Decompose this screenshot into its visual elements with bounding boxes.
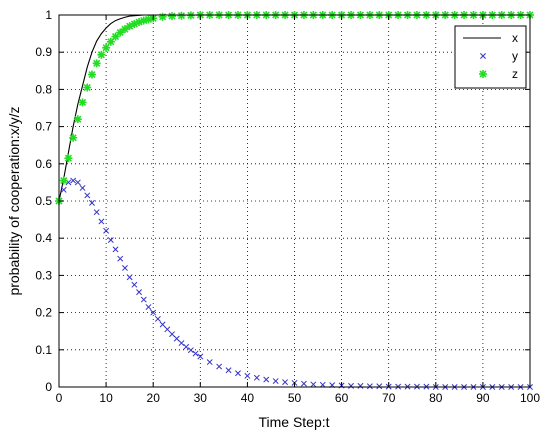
- series-y-point: [310, 381, 317, 388]
- legend-item-z: z: [479, 67, 518, 81]
- x-axis-label: Time Step:t: [258, 414, 329, 430]
- series-y-point: [187, 347, 194, 354]
- legend-label: y: [512, 49, 518, 63]
- series-z-point: [116, 28, 125, 37]
- series-y-point: [117, 255, 124, 262]
- x-tick-label: 20: [147, 391, 161, 405]
- series-y-point: [121, 265, 128, 271]
- series-y-point: [93, 209, 100, 216]
- x-tick-label: 70: [382, 391, 396, 405]
- y-tick-label: 1: [45, 8, 52, 22]
- legend-label: z: [512, 67, 518, 81]
- series-z-point: [59, 176, 68, 185]
- series-y-point: [74, 179, 81, 186]
- series-y-point: [282, 379, 289, 386]
- y-tick-label: 0: [45, 380, 52, 394]
- series-y-point: [79, 185, 86, 191]
- series-y-point: [70, 177, 77, 184]
- x-tick-label: 60: [335, 391, 349, 405]
- series-y-point: [357, 382, 364, 389]
- x-tick-label: 50: [288, 391, 302, 405]
- series-y-point: [197, 353, 204, 360]
- series-z-point: [168, 12, 177, 21]
- series-y-point: [140, 296, 147, 303]
- series-y-point: [107, 237, 114, 244]
- series-y-point: [112, 246, 119, 253]
- series-y-point: [366, 383, 373, 390]
- y-tick-label: 0.3: [35, 268, 52, 282]
- series-z-point: [87, 70, 96, 79]
- series-y-point: [225, 367, 232, 374]
- x-tick-label: 10: [99, 391, 113, 405]
- series-y-point: [376, 383, 383, 390]
- series-y-point: [98, 218, 105, 225]
- y-tick-label: 0.1: [35, 343, 52, 357]
- x-tick-label: 100: [520, 391, 540, 405]
- x-tick-label: 90: [476, 391, 490, 405]
- legend-label: x: [512, 31, 518, 45]
- legend-box: [454, 25, 527, 89]
- series-y-point: [60, 186, 67, 193]
- series-y-point: [235, 370, 241, 377]
- series-z-point: [78, 98, 87, 107]
- series-z-point: [177, 11, 186, 20]
- series-layer: [55, 11, 534, 390]
- series-y-point: [126, 274, 133, 281]
- y-tick-label: 0.7: [35, 120, 52, 134]
- series-y-point: [89, 199, 95, 206]
- y-axis-label: probability of cooperation:x/y/z: [6, 106, 22, 295]
- series-z-point: [111, 32, 120, 41]
- series-y-point: [300, 380, 307, 387]
- series-y-point: [136, 289, 143, 296]
- x-tick-label: 40: [241, 391, 255, 405]
- series-y-point: [150, 309, 157, 316]
- series-z-point: [92, 59, 101, 68]
- series-z-point: [64, 154, 73, 163]
- legend-swatch: [480, 53, 486, 59]
- x-tick-label: 80: [429, 391, 443, 405]
- series-y-point: [244, 372, 251, 379]
- series-y-point: [169, 331, 175, 338]
- y-tick-label: 0.4: [35, 231, 52, 245]
- ticks: 0 10 20 30 40 50 60 70 80 90 100 0 0.1 0.2 0.3 0.4 0.5 0.…: [35, 8, 540, 405]
- series-y-point: [272, 378, 279, 385]
- series-z-point: [69, 133, 78, 142]
- series-z-point: [97, 50, 106, 59]
- series-z-point: [158, 12, 167, 21]
- series-y-point: [131, 281, 138, 288]
- series-z-point: [102, 43, 111, 52]
- series-y-point: [84, 192, 91, 199]
- series-y-point: [164, 326, 171, 333]
- series-z-point: [73, 115, 82, 124]
- y-tick-label: 0.8: [35, 82, 52, 96]
- series-y-point: [173, 335, 180, 342]
- legend-item-x: x: [463, 31, 518, 45]
- series-y-point: [348, 382, 354, 389]
- series-y-point: [216, 363, 223, 370]
- series-y-point: [206, 359, 213, 366]
- series-y-point: [159, 321, 166, 328]
- series-z-point: [83, 83, 92, 92]
- series-y-point: [103, 227, 110, 234]
- series-y-point: [178, 340, 185, 347]
- series-y-point: [263, 376, 270, 383]
- series-y-point: [192, 350, 199, 357]
- x-tick-label: 0: [56, 391, 63, 405]
- legend-swatch: [479, 70, 487, 78]
- y-tick-label: 0.9: [35, 45, 52, 59]
- series-y-point: [154, 315, 161, 322]
- legend-item-y: y: [480, 49, 518, 63]
- y-tick-label: 0.2: [35, 306, 52, 320]
- legend: xyz: [454, 25, 527, 89]
- series-y-point: [145, 304, 152, 310]
- y-tick-label: 0.6: [35, 157, 52, 171]
- series-y-point: [253, 374, 260, 381]
- grid: [59, 15, 530, 387]
- series-y-point: [183, 343, 190, 350]
- x-tick-label: 30: [194, 391, 208, 405]
- y-tick-label: 0.5: [35, 194, 52, 208]
